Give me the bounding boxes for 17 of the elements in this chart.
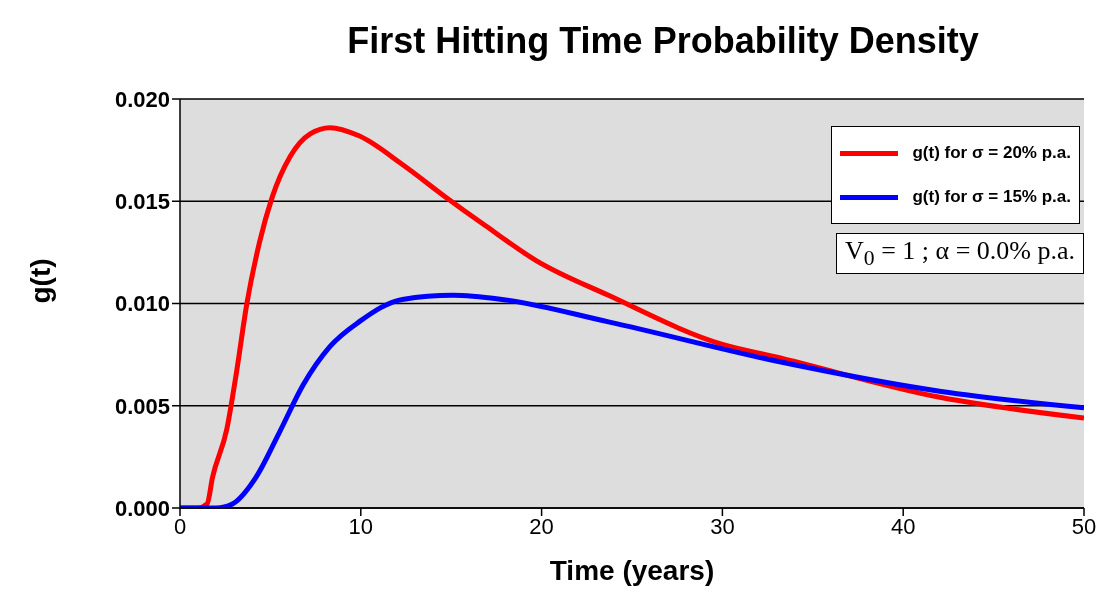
y-tick-label: 0.020 <box>114 86 170 112</box>
x-tick-label: 20 <box>529 513 554 539</box>
y-tick-label: 0.015 <box>114 189 170 215</box>
legend-label: g(t) for σ = 15% p.a. <box>912 187 1071 207</box>
x-tick-label: 40 <box>890 513 916 539</box>
y-axis-title: g(t) <box>24 258 56 304</box>
x-tick-label: 30 <box>710 513 735 539</box>
y-tick-label: 0.000 <box>114 495 170 521</box>
chart-title: First Hitting Time Probability Density <box>346 20 980 62</box>
y-tick-label: 0.005 <box>114 393 170 419</box>
x-tick-label: 10 <box>348 513 374 539</box>
legend-label: g(t) for σ = 20% p.a. <box>912 143 1071 163</box>
x-tick-label: 50 <box>1071 513 1097 539</box>
x-axis-title: Time (years) <box>549 555 715 586</box>
x-tick-label: 0 <box>173 513 187 539</box>
y-tick-label: 0.010 <box>114 291 170 317</box>
annotation: V$_{0}$ = 1 ; α = 0.0% p.a. <box>836 233 1084 275</box>
